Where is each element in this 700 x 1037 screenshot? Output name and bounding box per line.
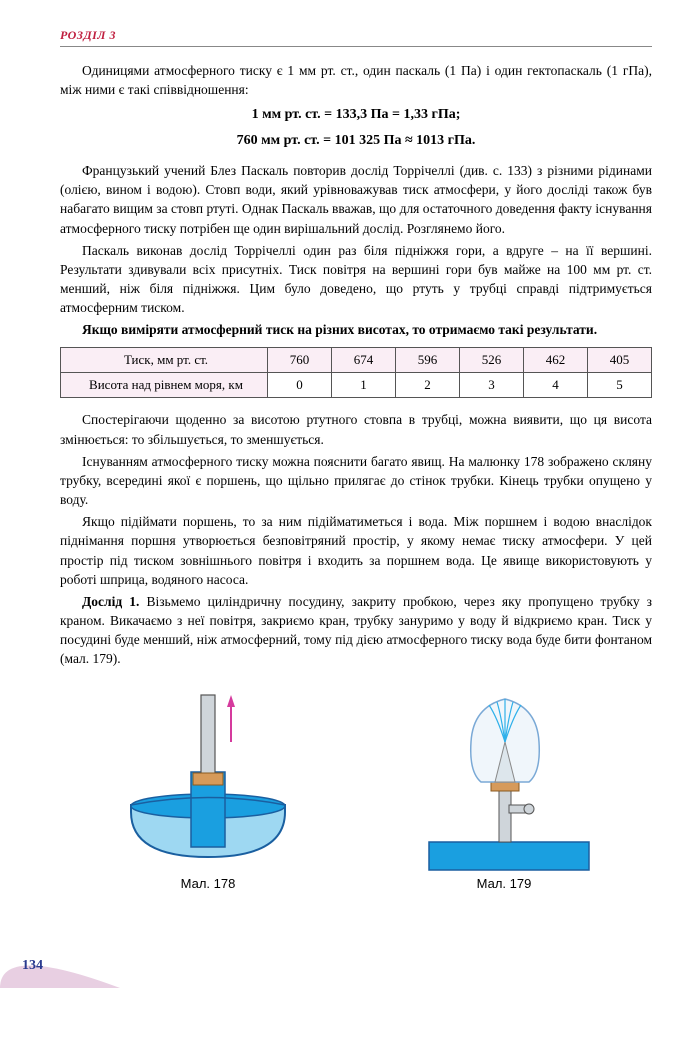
table-cell: 4 <box>524 373 588 398</box>
figure-svg <box>113 687 303 872</box>
figure-label: Мал. 179 <box>409 876 599 891</box>
table-cell: 674 <box>332 348 396 373</box>
section-header: РОЗДІЛ 3 <box>60 28 652 47</box>
figure-row: Мал. 178 <box>60 687 652 891</box>
figure-label: Мал. 178 <box>113 876 303 891</box>
figure-canvas <box>113 687 303 872</box>
formula-line: 760 мм рт. ст. = 101 325 Па ≈ 1013 гПа. <box>60 131 652 151</box>
page-number: 134 <box>22 958 43 974</box>
body-text: Одиницями атмосферного тиску є 1 мм рт. … <box>60 61 652 99</box>
table-cell: 405 <box>588 348 652 373</box>
body-text-bold: Якщо виміряти атмосферний тиск на різних… <box>60 320 652 339</box>
body-text: Існуванням атмосферного тиску можна пояс… <box>60 452 652 509</box>
pressure-height-table: Тиск, мм рт. ст. 760 674 596 526 462 405… <box>60 347 652 398</box>
table-cell: 462 <box>524 348 588 373</box>
body-text: Спостерігаючи щоденно за висотою ртутног… <box>60 410 652 448</box>
body-text: Паскаль виконав дослід Торрічеллі один р… <box>60 241 652 318</box>
figure-179: Мал. 179 <box>409 687 599 891</box>
table-cell: 1 <box>332 373 396 398</box>
table-cell: 760 <box>268 348 332 373</box>
figure-canvas <box>409 687 599 872</box>
table-cell: 0 <box>268 373 332 398</box>
formula-line: 1 мм рт. ст. = 133,3 Па = 1,33 гПа; <box>60 105 652 125</box>
page-corner: 134 <box>0 933 120 988</box>
table-row: Висота над рівнем моря, км 0 1 2 3 4 5 <box>61 373 652 398</box>
experiment-label: Дослід 1. <box>82 594 139 609</box>
table-row: Тиск, мм рт. ст. 760 674 596 526 462 405 <box>61 348 652 373</box>
figure-svg <box>409 687 599 872</box>
table-cell: 2 <box>396 373 460 398</box>
body-text: Французький учений Блез Паскаль повторив… <box>60 161 652 238</box>
table-cell: 5 <box>588 373 652 398</box>
table-cell: 596 <box>396 348 460 373</box>
table-cell: 526 <box>460 348 524 373</box>
body-text: Якщо підіймати поршень, то за ним підійм… <box>60 512 652 589</box>
row-label: Тиск, мм рт. ст. <box>61 348 268 373</box>
row-label: Висота над рівнем моря, км <box>61 373 268 398</box>
figure-178: Мал. 178 <box>113 687 303 891</box>
body-text: Дослід 1. Візьмемо циліндричну посудину,… <box>60 592 652 669</box>
page: РОЗДІЛ 3 Одиницями атмосферного тиску є … <box>0 0 700 1000</box>
table-cell: 3 <box>460 373 524 398</box>
